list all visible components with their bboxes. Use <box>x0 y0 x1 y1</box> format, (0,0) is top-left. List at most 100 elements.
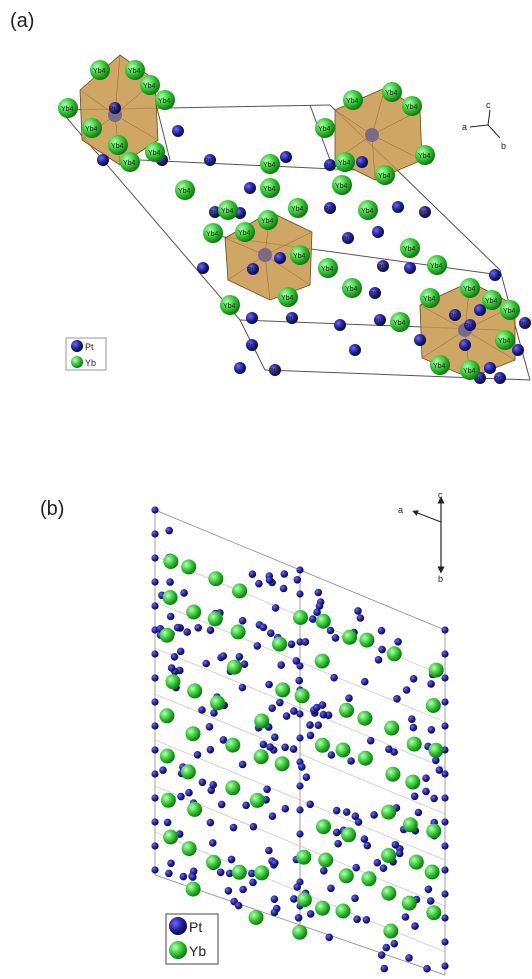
yb-atom <box>186 604 202 620</box>
yb-atom <box>375 165 395 185</box>
pt-atom <box>163 818 172 827</box>
yb-atom <box>294 688 310 704</box>
polyhedron-edge <box>227 254 266 281</box>
unit-cell-edge <box>139 159 356 171</box>
pt-atom-label: Pt2 <box>324 163 335 170</box>
yb-atom <box>218 200 238 220</box>
yb-atom-label: Yb4 <box>338 160 351 167</box>
yb-atom <box>315 118 335 138</box>
yb-atom <box>460 278 480 298</box>
pt-atom <box>360 835 369 843</box>
pt-atom <box>240 660 249 668</box>
pt-atom <box>319 710 328 719</box>
pt-atom <box>435 766 444 774</box>
yb-atom <box>140 75 160 95</box>
polyhedron-edge <box>464 329 516 361</box>
yb-atom-label: Yb4 <box>61 106 74 113</box>
yb-atom <box>428 662 444 678</box>
pt-atom <box>414 808 423 817</box>
cell-plane-line <box>154 785 446 907</box>
pt-atom <box>238 617 247 625</box>
polyhedron-edge <box>264 254 271 301</box>
yb-atom <box>361 871 377 887</box>
legend-pt-label: Pt <box>189 919 202 935</box>
pt-atom <box>306 910 315 918</box>
yb-atom <box>342 629 358 645</box>
yb-atom <box>159 708 175 724</box>
panel-a-legend: Pt Yb <box>65 337 107 371</box>
pt-atom <box>151 746 159 754</box>
pt-atom <box>206 745 215 754</box>
pt-atom <box>363 841 372 850</box>
legend-yb-label: Yb <box>189 943 206 959</box>
pt-atom <box>253 642 262 650</box>
yb-atom <box>427 255 447 275</box>
pt-atom <box>313 608 321 616</box>
pt-atom <box>306 731 315 740</box>
yb-atom <box>165 674 181 690</box>
yb-atom-label: Yb4 <box>318 126 331 133</box>
polyhedron-center-atom <box>365 128 379 142</box>
yb-atom <box>402 817 418 833</box>
yb-atom <box>296 849 312 865</box>
yb-atom-label: Yb4 <box>238 230 251 237</box>
pt-atom <box>441 914 449 922</box>
pt-atom <box>151 770 159 778</box>
pt-atom <box>354 607 362 615</box>
pt-atom-label: Pt2 <box>369 291 380 298</box>
yb-atom-label: Yb4 <box>148 150 161 157</box>
yb-atom-label: Yb4 <box>178 188 191 195</box>
pt-atom <box>293 883 302 891</box>
pt-atom <box>249 878 257 887</box>
yb-atom-label: Yb4 <box>263 186 276 193</box>
yb-atom-label: Yb4 <box>111 143 124 150</box>
pt-atom <box>393 695 401 703</box>
yb-atom <box>162 590 178 605</box>
pt-atom <box>432 756 440 765</box>
yb-atom-label: Yb4 <box>503 308 516 315</box>
pt-atom <box>259 623 268 632</box>
pt-atom <box>109 102 121 114</box>
yb-atom <box>248 909 264 925</box>
yb-atom <box>272 636 287 652</box>
yb-atom <box>254 865 270 881</box>
pt-atom <box>441 842 449 850</box>
pt-atom <box>280 151 292 163</box>
panel-a-label: (a) <box>10 10 35 32</box>
pt-atom <box>327 751 336 759</box>
yb-atom <box>220 295 240 315</box>
yb-atom-label: Yb4 <box>281 295 294 302</box>
polyhedron-edge <box>264 254 311 286</box>
yb-atom <box>230 624 246 640</box>
yb-atom <box>335 152 355 172</box>
pt-atom <box>242 801 250 810</box>
yb-atom <box>206 854 221 870</box>
yb-atom <box>408 854 424 870</box>
pt-atom <box>512 344 524 356</box>
pt-atom <box>411 922 419 930</box>
yb-atom <box>420 288 440 308</box>
pt-atom <box>177 792 185 801</box>
yb-atom-label: Yb4 <box>463 368 476 375</box>
yb-atom <box>90 60 110 80</box>
pt-atom <box>361 677 369 686</box>
pt-atom <box>315 602 324 610</box>
pt-atom <box>427 680 435 688</box>
yb-atom <box>482 290 502 310</box>
pt-atom <box>313 703 321 712</box>
pt-atom <box>270 895 279 903</box>
yb-atom <box>335 903 351 919</box>
pt-atom-label: Pt2 <box>342 236 353 243</box>
pt-atom-label: Pt2 <box>519 321 530 328</box>
pt-atom <box>402 686 411 694</box>
yb-atom <box>315 900 330 916</box>
pt-atom <box>198 706 206 714</box>
pt-atom <box>166 578 174 586</box>
pt-atom <box>408 715 416 723</box>
pt-atom <box>385 745 393 753</box>
yb-atom <box>382 82 402 102</box>
pt-atom <box>380 964 389 973</box>
pt-atom <box>353 915 361 924</box>
polyhedron-edge <box>371 134 376 181</box>
yb-atom <box>384 720 400 736</box>
